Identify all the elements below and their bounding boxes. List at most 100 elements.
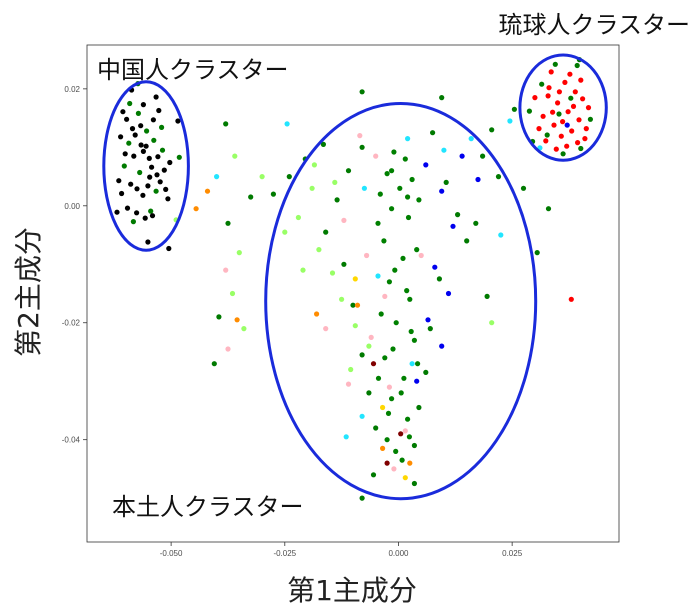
data-point-c0-1 <box>124 116 130 122</box>
data-point-c1-112 <box>375 375 382 381</box>
data-point-c1-96 <box>380 404 386 411</box>
data-point-c1-111 <box>415 361 421 367</box>
data-point-c1-104 <box>375 220 381 226</box>
data-point-c0-11 <box>151 137 157 143</box>
data-point-outlier-8 <box>216 314 222 320</box>
cluster-label-0: 中国人クラスター <box>97 56 289 84</box>
data-point-c2-41 <box>568 296 574 302</box>
data-point-c1-53 <box>432 264 438 270</box>
data-point-c0-45 <box>159 124 165 130</box>
data-point-c0-40 <box>134 186 140 192</box>
data-point-c0-26 <box>140 192 146 198</box>
data-point-outlier-15 <box>259 174 265 180</box>
data-point-c0-30 <box>150 117 156 123</box>
data-point-c0-24 <box>134 210 140 216</box>
data-point-c1-99 <box>370 361 377 367</box>
data-point-c1-77 <box>368 334 374 340</box>
data-point-c1-86 <box>361 185 367 191</box>
data-point-c1-32 <box>436 276 442 282</box>
data-point-c1-67 <box>282 229 288 235</box>
data-point-c1-33 <box>350 302 356 308</box>
data-point-c0-4 <box>132 132 138 138</box>
data-point-c1-55 <box>425 317 431 323</box>
data-point-c0-2 <box>127 100 133 107</box>
data-point-c1-117 <box>359 495 365 501</box>
data-point-c1-2 <box>384 171 390 177</box>
data-point-c0-48 <box>143 143 149 149</box>
data-point-outlier-25 <box>545 206 552 212</box>
data-point-c1-91 <box>343 434 349 440</box>
data-point-c1-4 <box>397 185 403 191</box>
data-point-c1-113 <box>398 390 404 396</box>
data-point-c1-108 <box>378 311 384 317</box>
y-tick-label-1: 0.00 <box>64 202 80 211</box>
data-point-c1-69 <box>311 162 317 168</box>
data-point-c2-14 <box>548 69 554 75</box>
data-point-c2-11 <box>580 96 586 102</box>
y-tick-label-0: 0.02 <box>64 85 80 94</box>
data-point-c0-20 <box>121 163 127 169</box>
data-point-c1-19 <box>384 437 390 443</box>
data-point-c1-76 <box>382 293 388 299</box>
data-point-c0-36 <box>126 140 132 146</box>
data-point-c0-46 <box>122 151 128 157</box>
data-point-c0-49 <box>155 154 161 160</box>
data-point-c1-85 <box>441 147 447 153</box>
data-point-c1-5 <box>377 191 383 197</box>
data-point-c0-19 <box>119 190 125 197</box>
data-point-outlier-16 <box>489 320 495 326</box>
data-point-c1-98 <box>402 475 408 481</box>
data-point-c0-18 <box>116 178 122 184</box>
data-point-outlier-9 <box>241 326 247 332</box>
data-point-c2-23 <box>578 77 584 83</box>
data-point-c1-93 <box>354 302 361 308</box>
data-point-c2-26 <box>545 93 551 99</box>
data-point-c0-14 <box>159 147 166 153</box>
data-point-c2-6 <box>562 79 568 85</box>
data-point-c0-3 <box>129 126 136 132</box>
data-point-c1-90 <box>468 136 474 142</box>
data-point-c1-43 <box>286 174 292 180</box>
data-point-outlier-21 <box>534 250 540 256</box>
data-point-c1-80 <box>391 466 397 472</box>
data-point-c1-116 <box>393 448 399 454</box>
data-point-c1-89 <box>359 413 365 419</box>
data-point-c1-11 <box>386 279 392 285</box>
data-point-c0-35 <box>140 102 146 108</box>
data-point-c0-9 <box>146 155 152 161</box>
data-point-c1-61 <box>295 214 301 221</box>
data-point-c1-13 <box>393 320 399 326</box>
cluster-ellipse-1 <box>264 102 538 501</box>
data-point-c1-66 <box>366 343 372 349</box>
data-point-c2-12 <box>583 126 589 132</box>
data-point-c0-12 <box>154 172 160 178</box>
data-point-c1-31 <box>341 261 347 267</box>
data-point-c2-36 <box>578 145 584 152</box>
data-point-c1-56 <box>439 343 445 349</box>
data-point-c1-22 <box>411 480 417 487</box>
data-point-c1-35 <box>359 352 365 358</box>
y-tick-label-2: -0.02 <box>62 319 81 328</box>
data-point-c2-13 <box>543 138 549 144</box>
data-point-c2-17 <box>567 71 573 77</box>
data-point-c0-23 <box>131 153 137 159</box>
data-point-c1-72 <box>357 133 363 139</box>
data-point-c2-30 <box>539 81 545 87</box>
data-point-c1-52 <box>450 223 456 229</box>
x-tick-label-1: -0.025 <box>273 549 296 558</box>
data-point-outlier-5 <box>236 250 242 256</box>
data-point-c1-71 <box>332 179 338 185</box>
data-point-c0-22 <box>128 181 134 187</box>
data-point-c2-31 <box>587 116 594 122</box>
data-point-c2-27 <box>582 136 588 142</box>
data-point-c0-52 <box>175 118 181 124</box>
data-point-c0-0 <box>120 109 126 115</box>
x-tick-label-3: 0.025 <box>502 549 523 558</box>
data-point-c1-103 <box>405 194 411 200</box>
data-point-c2-33 <box>544 132 550 138</box>
data-point-c1-78 <box>386 384 392 390</box>
data-point-c0-21 <box>124 205 131 211</box>
data-point-outlier-4 <box>225 220 231 226</box>
data-point-c1-94 <box>314 311 320 317</box>
data-point-c2-5 <box>558 133 564 139</box>
